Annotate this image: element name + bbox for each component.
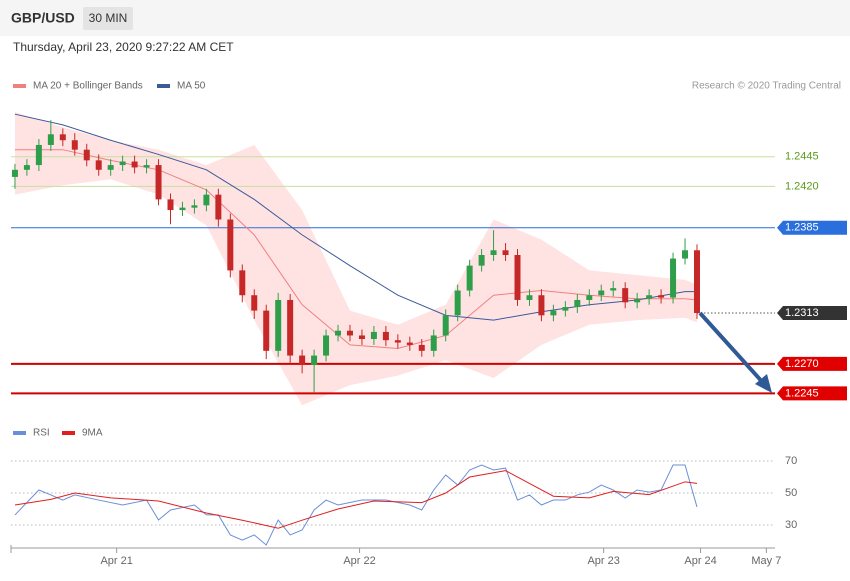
candle-body	[346, 330, 353, 336]
indicator-line	[14, 464, 698, 546]
candle-body	[59, 134, 66, 141]
candle-body	[646, 295, 653, 299]
candle-body	[502, 250, 509, 255]
legend-label: RSI	[33, 428, 50, 439]
candle-body	[23, 165, 30, 170]
ma-line	[14, 113, 697, 321]
y-tick-label: 50	[785, 487, 797, 499]
candle-body	[215, 194, 222, 220]
candle-body	[311, 355, 318, 366]
candle-body	[466, 265, 473, 291]
candle-body	[179, 207, 186, 211]
candle-body	[514, 255, 521, 300]
candle-body	[35, 144, 42, 166]
candle-body	[682, 250, 689, 259]
level-box	[777, 356, 847, 371]
candle-body	[610, 288, 617, 291]
candle-body	[299, 355, 306, 366]
candle-body	[191, 205, 198, 208]
level-label: 1.2420	[785, 180, 819, 192]
candle-body	[490, 250, 497, 255]
candle-body	[693, 250, 700, 313]
timestamp: Thursday, April 23, 2020 9:27:22 AM CET	[13, 40, 234, 54]
level-box	[777, 305, 847, 320]
candle-body	[430, 335, 437, 351]
candle-body	[478, 255, 485, 266]
candle-body	[418, 344, 425, 351]
x-tick-label: Apr 22	[343, 555, 375, 567]
level-label: 1.2385	[785, 222, 819, 234]
candle-body	[251, 295, 258, 311]
candle-body	[586, 295, 593, 300]
level-label: 1.2270	[785, 358, 819, 370]
x-tick-label: May 7	[751, 555, 781, 567]
candle-body	[275, 299, 282, 351]
candle-body	[406, 342, 413, 345]
candle-body	[47, 134, 54, 145]
legend-swatch	[157, 84, 170, 88]
candle-body	[442, 315, 449, 336]
candle-body	[83, 149, 90, 161]
candle-body	[119, 161, 126, 166]
candle-body	[382, 331, 389, 341]
candle-body	[454, 290, 461, 316]
x-tick-label: Apr 23	[587, 555, 619, 567]
candle-body	[622, 288, 629, 303]
level-box	[777, 220, 847, 235]
candle-body	[11, 169, 18, 177]
level-label: 1.2245	[785, 387, 819, 399]
candle-body	[550, 310, 557, 316]
header-bar	[0, 0, 850, 36]
forecast-arrow	[698, 311, 768, 388]
forecast-arrow-head	[755, 374, 772, 393]
legend-swatch	[62, 431, 75, 435]
candle-body	[538, 295, 545, 316]
candle-body	[634, 298, 641, 303]
candle-body	[71, 140, 78, 150]
candle-body	[287, 299, 294, 356]
interval[interactable]: 30 MIN	[89, 11, 128, 25]
candle-body	[670, 258, 677, 298]
level-label: 1.2445	[785, 151, 819, 163]
candle-body	[658, 295, 665, 298]
candle-body	[323, 335, 330, 356]
level-label: 1.2313	[785, 307, 819, 319]
candle-body	[526, 295, 533, 300]
legend-swatch	[13, 84, 26, 88]
candle-body	[107, 165, 114, 170]
candle-body	[394, 340, 401, 343]
candle-body	[598, 290, 605, 296]
legend-swatch	[13, 431, 26, 435]
symbol: GBP/USD	[11, 10, 75, 26]
candle-body	[167, 199, 174, 211]
credit: Research © 2020 Trading Central	[692, 81, 841, 92]
y-tick-label: 30	[785, 519, 797, 531]
x-tick-label: Apr 21	[100, 555, 132, 567]
indicator-line	[14, 470, 698, 529]
candle-body	[95, 160, 102, 170]
candle-body	[227, 219, 234, 271]
candle-body	[143, 165, 150, 168]
y-tick-label: 70	[785, 455, 797, 467]
level-box	[777, 386, 847, 401]
candle-body	[562, 307, 569, 311]
rsi-panel: RSI 9MA 30 50 70 Apr 21 Apr 22 Apr 23 Apr 24 May …	[10, 428, 797, 567]
candle-body	[155, 165, 162, 200]
interval-badge[interactable]	[83, 7, 133, 30]
legend-label: MA 20 + Bollinger Bands	[33, 81, 143, 92]
candle-body	[574, 299, 581, 308]
candle-body	[239, 270, 246, 296]
x-tick-label: Apr 24	[684, 555, 716, 567]
legend-label: MA 50	[177, 81, 206, 92]
candle-body	[358, 335, 365, 340]
candle-body	[370, 331, 377, 340]
candle-body	[263, 310, 270, 351]
candle-body	[203, 194, 210, 206]
price-panel: MA 20 + Bollinger Bands MA 50 1.2445 1.2420…	[11, 81, 847, 406]
bollinger-band	[14, 111, 697, 406]
legend-label: 9MA	[82, 428, 103, 439]
candle-body	[131, 161, 138, 168]
candle-body	[335, 330, 342, 336]
